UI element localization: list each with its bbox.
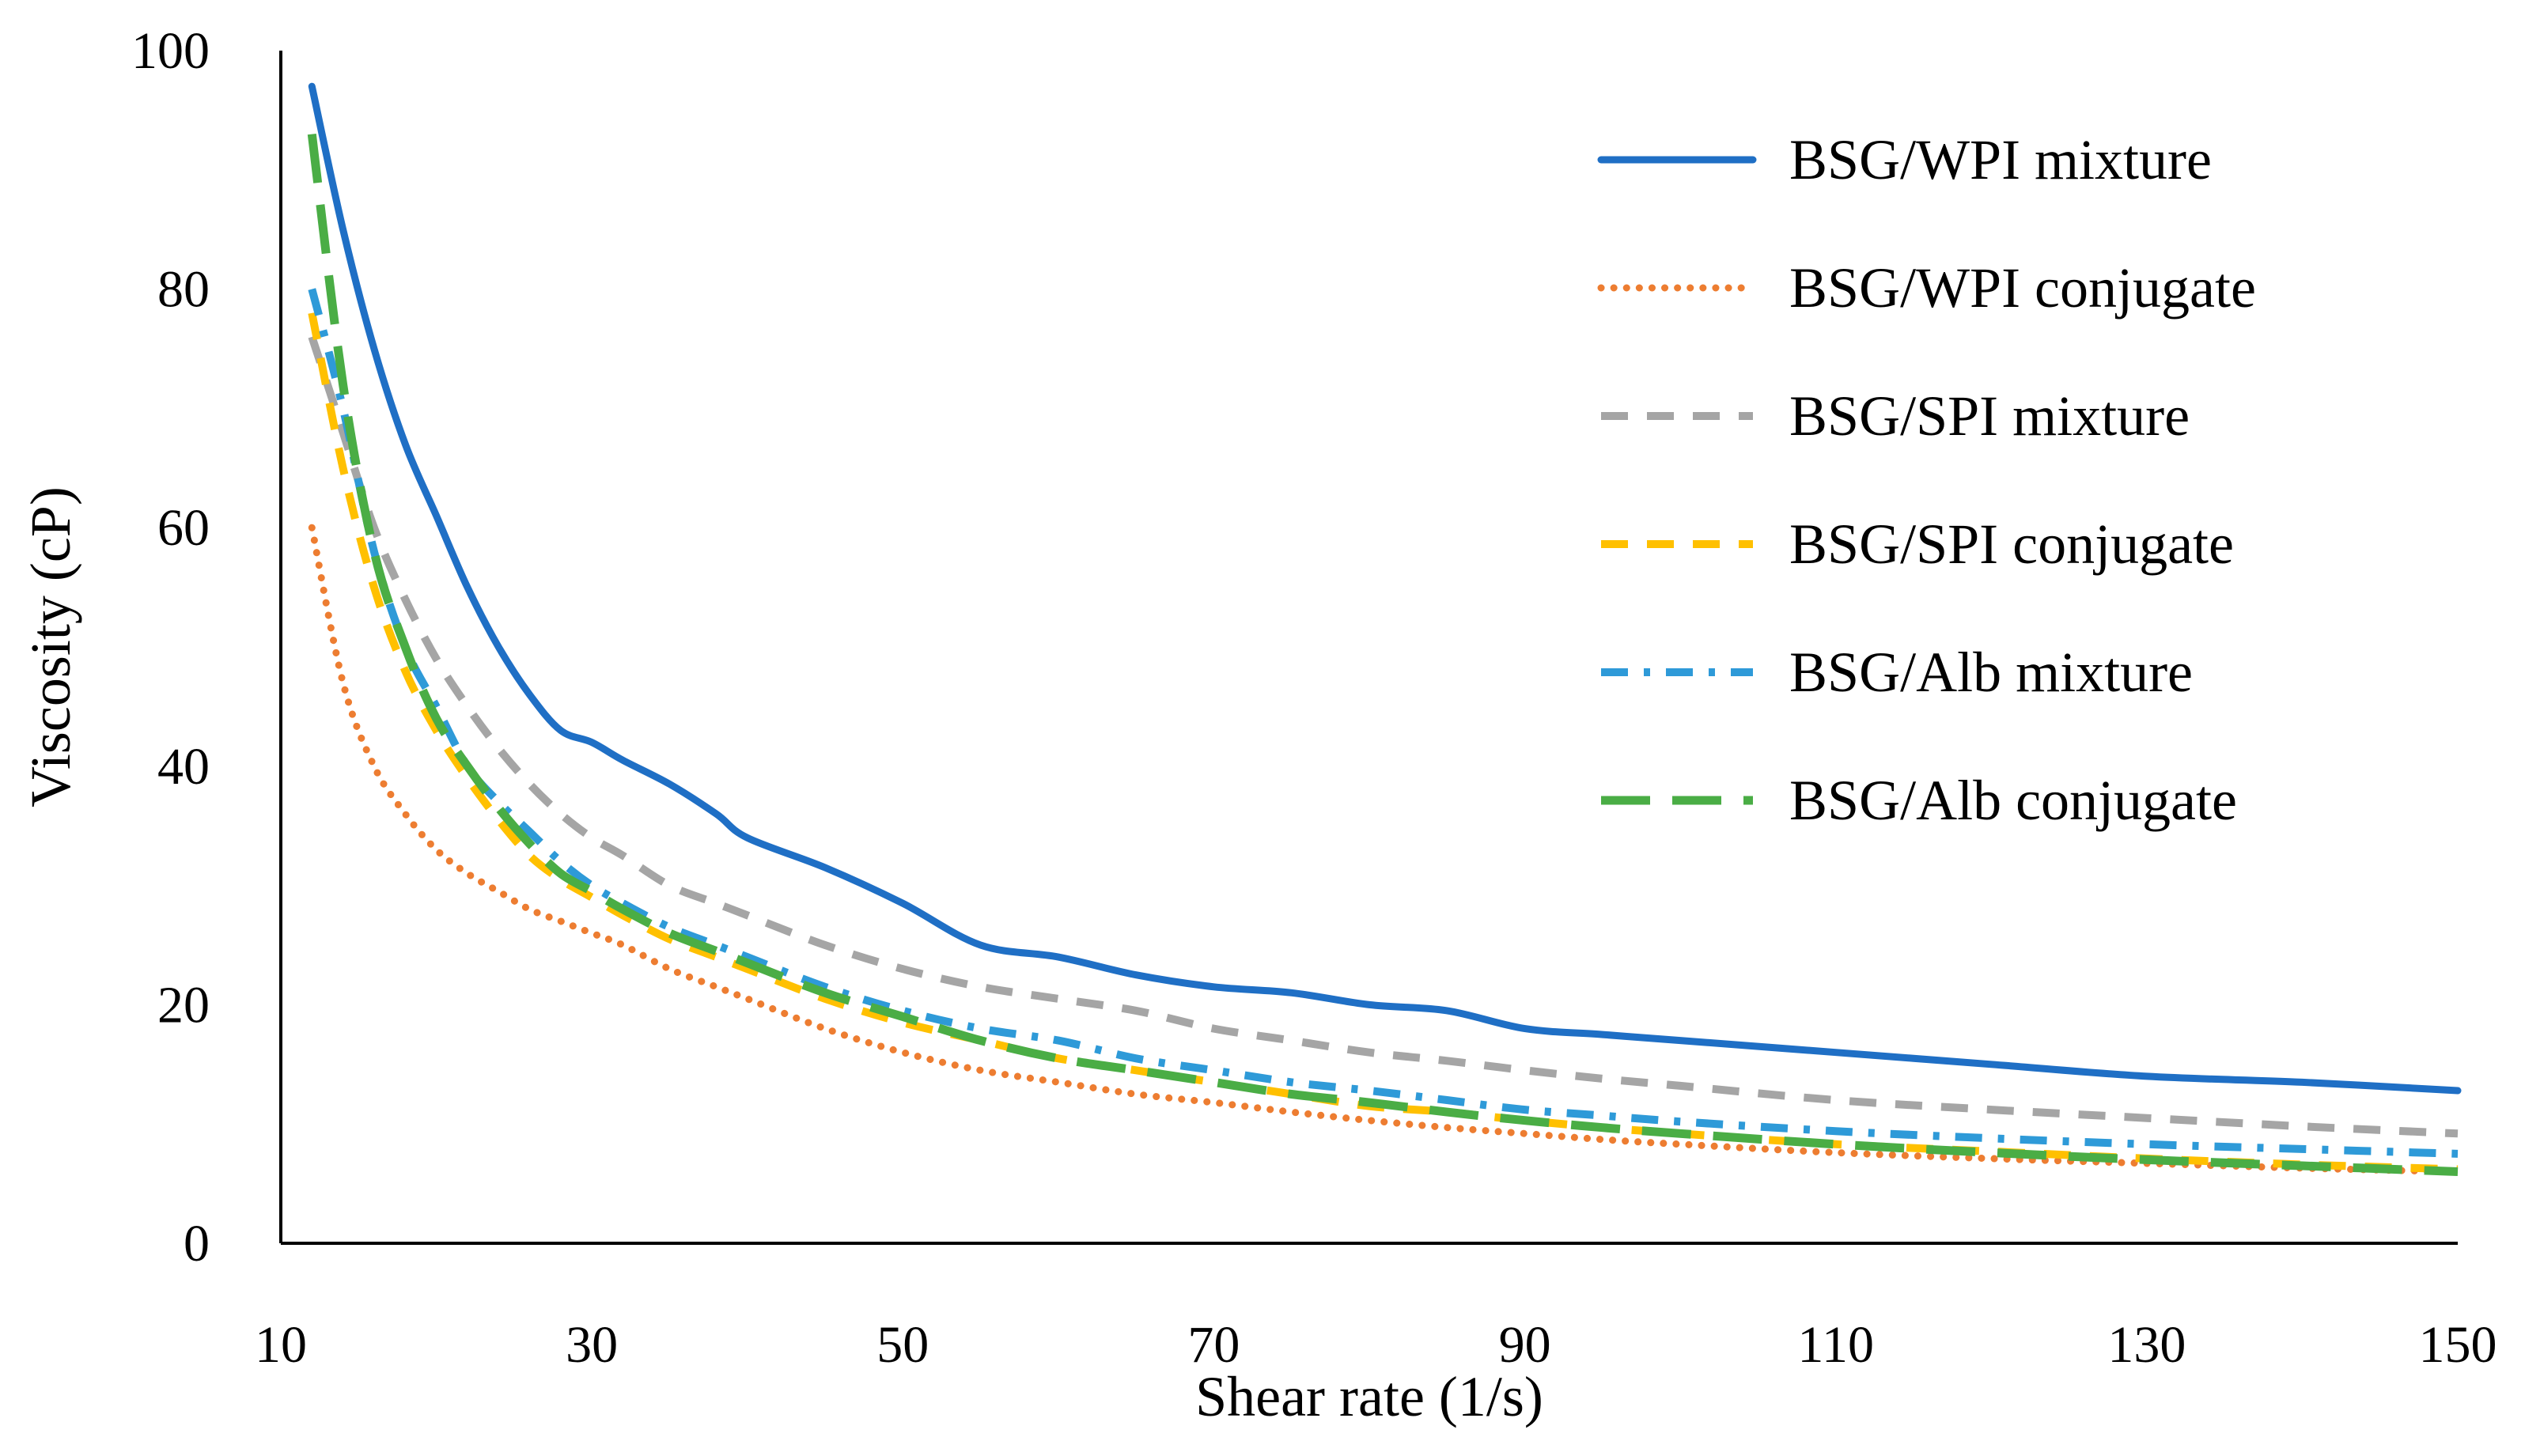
series-line-5 <box>308 288 2459 1158</box>
series-line-6 <box>307 133 2459 1176</box>
y-tick-label: 80 <box>157 261 210 319</box>
x-tick-label: 10 <box>255 1316 307 1374</box>
x-tick-label: 70 <box>1187 1316 1240 1374</box>
series-lines <box>307 82 2462 1176</box>
series-line-2 <box>308 524 2462 1175</box>
tick-labels: 10 30 50 70 90 110 130 150 0 20 40 60 80 100 <box>131 22 2497 1374</box>
y-axis-title: Viscosity (cP) <box>19 486 82 807</box>
legend-label: BSG/Alb mixture <box>1789 641 2193 704</box>
y-tick-label: 60 <box>157 499 210 557</box>
series-line-3 <box>308 335 2459 1138</box>
x-tick-label: 110 <box>1797 1316 1874 1374</box>
series-line-1 <box>308 82 2462 1095</box>
legend-label: BSG/SPI conjugate <box>1789 512 2234 576</box>
legend-label: BSG/SPI mixture <box>1789 384 2190 448</box>
x-tick-label: 90 <box>1499 1316 1551 1374</box>
x-tick-label: 130 <box>2107 1316 2186 1374</box>
legend-label: BSG/Alb conjugate <box>1789 769 2237 832</box>
x-tick-label: 50 <box>876 1316 929 1374</box>
y-tick-label: 100 <box>131 22 210 80</box>
x-axis-title: Shear rate (1/s) <box>1195 1365 1543 1428</box>
legend-label: BSG/WPI conjugate <box>1789 256 2256 320</box>
legend: BSG/WPI mixture BSG/WPI conjugate BSG/SPI … <box>1597 128 2256 832</box>
x-tick-label: 150 <box>2419 1316 2497 1374</box>
y-tick-label: 20 <box>157 976 210 1034</box>
legend-label: BSG/WPI mixture <box>1789 128 2212 191</box>
x-tick-label: 30 <box>566 1316 618 1374</box>
y-tick-label: 40 <box>157 738 210 796</box>
y-tick-label: 0 <box>184 1215 210 1273</box>
axes <box>279 51 2458 1245</box>
